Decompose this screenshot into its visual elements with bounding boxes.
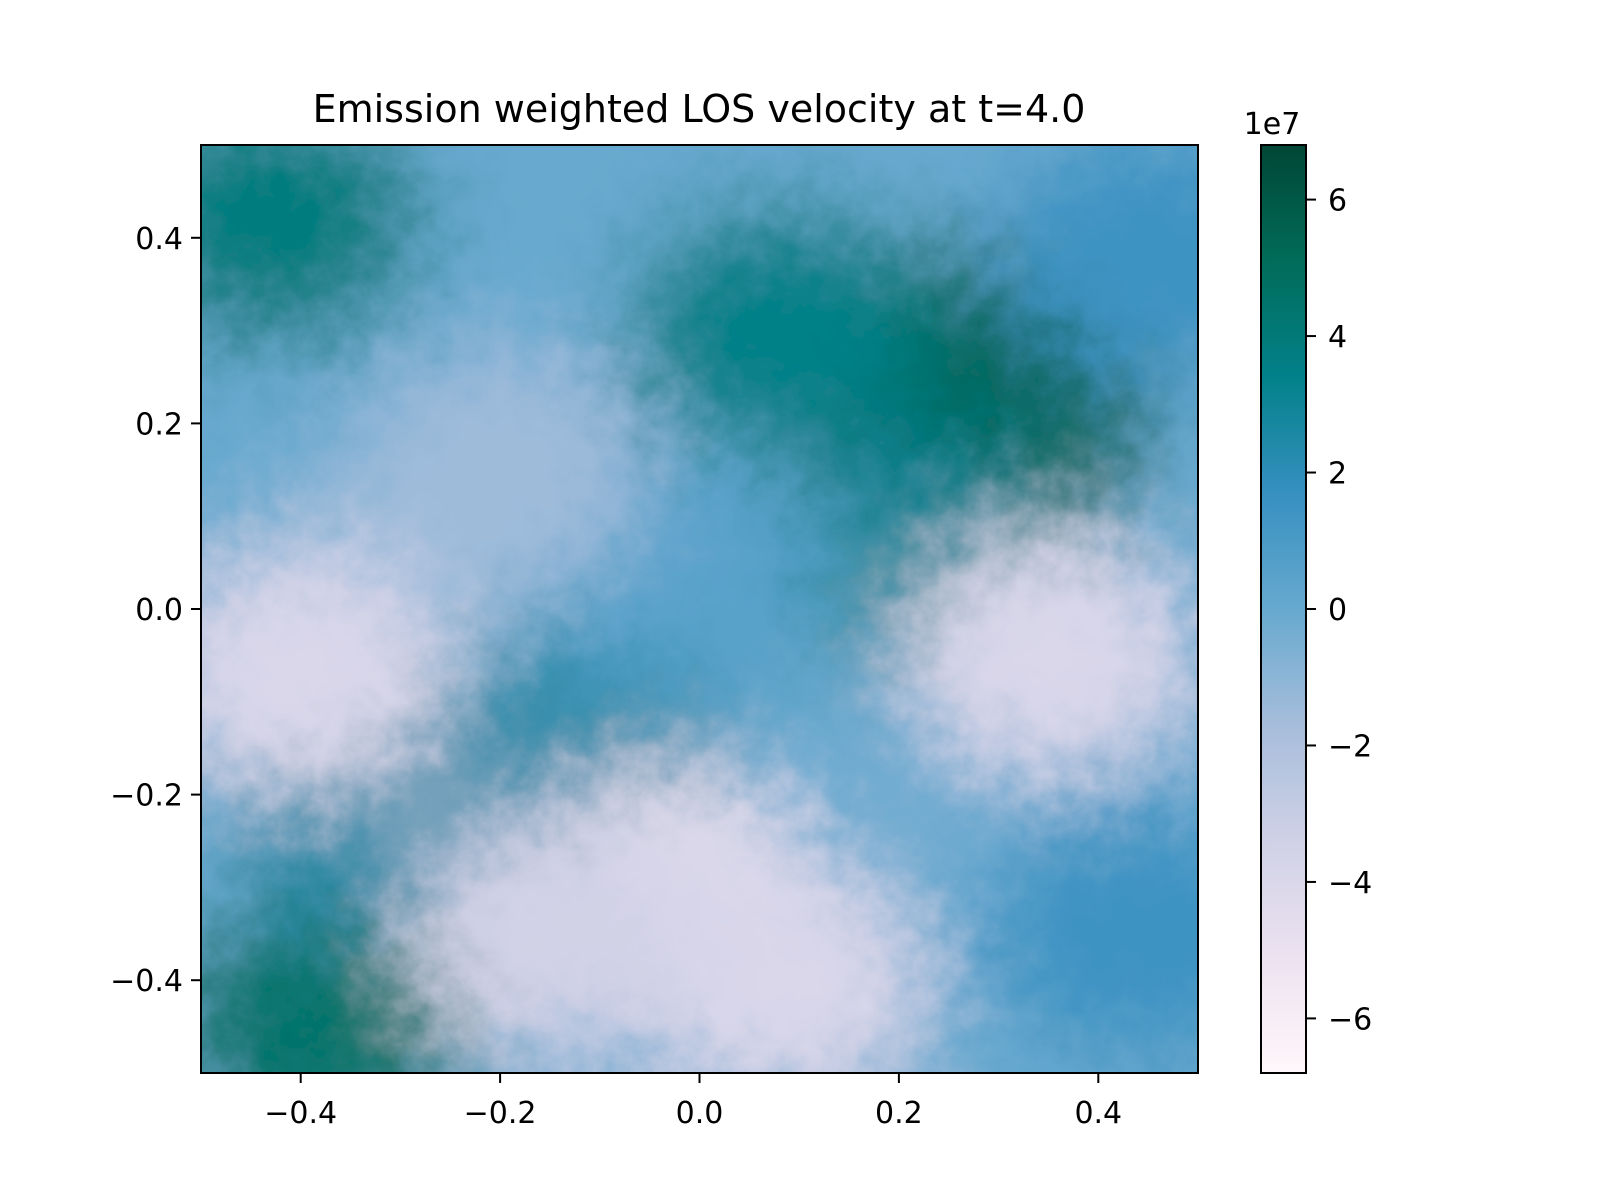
heatmap-region	[350, 344, 651, 595]
y-tick-label: 0.0	[135, 593, 183, 628]
y-tick-label: −0.4	[110, 964, 183, 999]
colorbar-tick-label: 2	[1328, 457, 1347, 492]
y-tick-label: 0.2	[135, 407, 183, 442]
colorbar-tick-label: 6	[1328, 184, 1347, 219]
colorbar: 1e7 −6 −4 −2 0 2 4 6	[1244, 107, 1372, 1074]
x-tick-label: −0.2	[464, 1096, 537, 1131]
heatmap-region	[898, 530, 1198, 781]
colorbar-tick-label: 0	[1328, 593, 1347, 628]
heatmap-region	[629, 205, 930, 456]
x-axis: −0.4 −0.2 0.0 0.2 0.4	[264, 1073, 1122, 1131]
y-axis: −0.4 −0.2 0.0 0.2 0.4	[110, 222, 201, 999]
heatmap-image	[201, 145, 1198, 1073]
chart-title: Emission weighted LOS velocity at t=4.0	[313, 87, 1086, 131]
colorbar-tick-label: −6	[1328, 1002, 1372, 1037]
colorbar-tick-label: −2	[1328, 729, 1372, 764]
colorbar-offset-label: 1e7	[1244, 107, 1301, 142]
colorbar-fill	[1261, 145, 1306, 1073]
heatmap-region	[201, 548, 451, 799]
x-tick-label: 0.0	[676, 1096, 724, 1131]
heatmap-blobs	[201, 145, 1198, 1073]
colorbar-tick-label: −4	[1328, 866, 1372, 901]
x-tick-label: 0.2	[875, 1096, 923, 1131]
heatmap-region	[399, 808, 700, 1059]
heatmap-region	[201, 145, 421, 345]
heatmap-region	[998, 145, 1198, 382]
y-tick-label: 0.4	[135, 222, 183, 257]
heatmap-region	[988, 808, 1198, 1059]
x-tick-label: 0.4	[1074, 1096, 1122, 1131]
x-tick-label: −0.4	[264, 1096, 337, 1131]
y-tick-label: −0.2	[110, 779, 183, 814]
colorbar-tick-label: 4	[1328, 320, 1347, 355]
heatmap-regions	[201, 145, 1198, 1073]
colorbar-ticks: −6 −4 −2 0 2 4 6	[1306, 184, 1372, 1037]
heatmap-region	[629, 855, 930, 1073]
